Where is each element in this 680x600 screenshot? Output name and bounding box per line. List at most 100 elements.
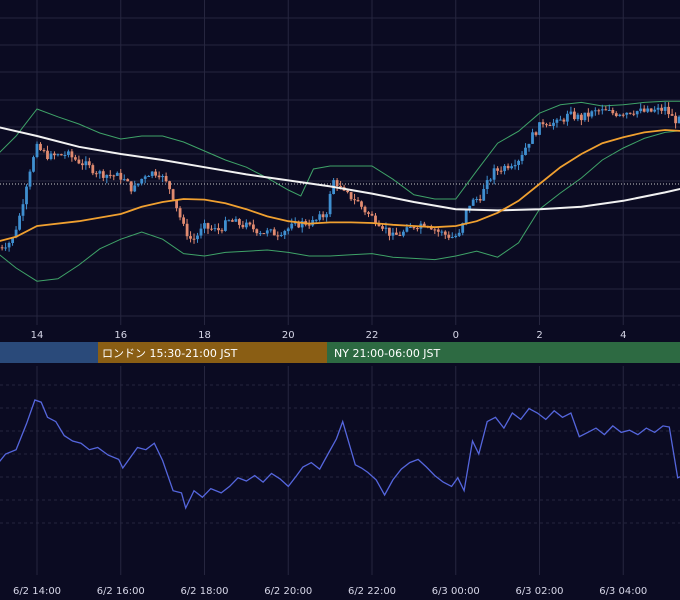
candle-down[interactable]	[632, 110, 636, 117]
candle-up[interactable]	[457, 229, 461, 238]
candle-up[interactable]	[67, 149, 70, 158]
candle-down[interactable]	[562, 117, 566, 125]
candle-down[interactable]	[206, 222, 210, 234]
candle-down[interactable]	[0, 244, 4, 251]
candle-up[interactable]	[566, 110, 569, 126]
candle-up[interactable]	[4, 242, 7, 251]
candle-down[interactable]	[272, 227, 276, 236]
candle-down[interactable]	[74, 154, 77, 162]
candle-down[interactable]	[175, 199, 178, 212]
candle-down[interactable]	[119, 169, 123, 184]
candle-up[interactable]	[402, 229, 405, 238]
candle-up[interactable]	[656, 103, 660, 115]
candle-down[interactable]	[649, 108, 653, 113]
candle-down[interactable]	[39, 142, 42, 151]
candle-down[interactable]	[87, 157, 91, 169]
candle-down[interactable]	[597, 108, 601, 115]
candle-up[interactable]	[84, 156, 88, 170]
candle-up[interactable]	[245, 219, 248, 230]
candle-down[interactable]	[210, 225, 213, 231]
candle-down[interactable]	[171, 188, 175, 201]
candle-up[interactable]	[475, 196, 479, 203]
candle-down[interactable]	[108, 170, 112, 179]
candle-down[interactable]	[367, 211, 370, 218]
candle-up[interactable]	[503, 164, 506, 175]
candle-down[interactable]	[573, 107, 576, 121]
candle-up[interactable]	[199, 223, 203, 239]
candle-up[interactable]	[538, 122, 541, 136]
candle-down[interactable]	[220, 228, 224, 234]
candle-up[interactable]	[607, 104, 611, 111]
candle-down[interactable]	[46, 145, 49, 161]
candle-up[interactable]	[318, 211, 322, 222]
candle-down[interactable]	[349, 191, 353, 202]
candle-down[interactable]	[436, 226, 440, 237]
candle-up[interactable]	[115, 171, 119, 176]
candles[interactable]	[0, 101, 680, 252]
candle-up[interactable]	[646, 105, 650, 114]
candle-up[interactable]	[98, 169, 102, 179]
candle-down[interactable]	[185, 218, 189, 240]
candle-up[interactable]	[450, 232, 454, 239]
candle-up[interactable]	[583, 112, 587, 122]
candle-down[interactable]	[506, 163, 510, 171]
candle-down[interactable]	[262, 232, 266, 235]
candle-down[interactable]	[189, 231, 192, 243]
candle-up[interactable]	[265, 227, 269, 237]
candle-up[interactable]	[227, 219, 231, 222]
candle-down[interactable]	[157, 171, 161, 180]
candle-down[interactable]	[412, 226, 416, 230]
candle-down[interactable]	[70, 149, 74, 162]
candle-down[interactable]	[126, 178, 130, 182]
candle-up[interactable]	[625, 112, 629, 119]
candle-down[interactable]	[101, 169, 105, 182]
candle-up[interactable]	[269, 228, 273, 233]
candle-up[interactable]	[140, 178, 144, 186]
candle-up[interactable]	[677, 115, 680, 124]
candle-down[interactable]	[60, 153, 63, 156]
candle-up[interactable]	[122, 174, 126, 181]
candle-down[interactable]	[611, 107, 615, 116]
candle-down[interactable]	[642, 105, 646, 113]
candle-down[interactable]	[433, 227, 437, 234]
candle-up[interactable]	[510, 163, 513, 170]
candle-up[interactable]	[489, 177, 492, 183]
candle-up[interactable]	[590, 110, 594, 119]
candle-down[interactable]	[363, 205, 367, 216]
candle-down[interactable]	[255, 228, 259, 236]
candle-up[interactable]	[440, 229, 444, 236]
candle-down[interactable]	[443, 230, 447, 239]
candle-down[interactable]	[541, 119, 545, 128]
candle-down[interactable]	[614, 111, 618, 118]
candle-down[interactable]	[335, 178, 339, 191]
candle-up[interactable]	[552, 118, 555, 130]
candle-up[interactable]	[520, 151, 524, 165]
candle-up[interactable]	[279, 232, 283, 238]
candle-up[interactable]	[555, 118, 559, 128]
candle-up[interactable]	[21, 199, 25, 221]
candle-up[interactable]	[639, 103, 643, 114]
candle-up[interactable]	[32, 155, 35, 173]
candle-down[interactable]	[667, 102, 670, 119]
candle-up[interactable]	[150, 171, 154, 179]
candle-up[interactable]	[196, 232, 199, 243]
candle-down[interactable]	[94, 171, 98, 178]
candle-down[interactable]	[416, 226, 419, 232]
candle-down[interactable]	[660, 104, 663, 114]
candle-up[interactable]	[18, 213, 21, 231]
candle-down[interactable]	[77, 155, 81, 165]
candle-down[interactable]	[496, 166, 499, 175]
oscillator[interactable]	[0, 399, 680, 510]
candle-down[interactable]	[388, 227, 391, 241]
candle-up[interactable]	[328, 191, 332, 218]
candle-up[interactable]	[105, 174, 109, 184]
candle-up[interactable]	[63, 151, 67, 159]
candle-down[interactable]	[604, 106, 608, 111]
candle-up[interactable]	[471, 197, 475, 206]
candle-up[interactable]	[136, 183, 140, 187]
candle-up[interactable]	[485, 175, 489, 195]
candle-up[interactable]	[143, 174, 147, 184]
candle-up[interactable]	[454, 233, 458, 239]
